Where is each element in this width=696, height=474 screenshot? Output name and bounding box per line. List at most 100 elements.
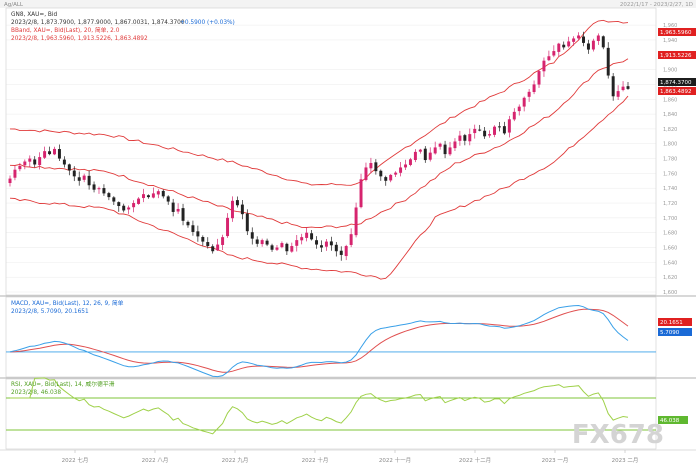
candle-body (280, 243, 284, 248)
candle-body (260, 240, 264, 245)
svg-text:46.038: 46.038 (660, 418, 680, 424)
svg-text:1,863.4892: 1,863.4892 (660, 89, 692, 95)
svg-text:1,963.5960: 1,963.5960 (660, 30, 692, 36)
candle-body (394, 172, 398, 175)
candle-body (572, 38, 576, 42)
bollinger-bands (9, 19, 629, 280)
price-axis-label: 1,940 (663, 38, 677, 44)
candle-body (270, 245, 274, 250)
candle-body (527, 91, 531, 97)
candle-body (53, 148, 56, 155)
main-panel-frame (5, 7, 657, 296)
time-axis: 2022 七月 2022 八月 2022 九月 2022 十月 2022 十一月 2022… (62, 450, 638, 464)
candle-body (537, 71, 541, 85)
macd-signal-line (9, 308, 629, 373)
price-axis-label: 1,600 (663, 290, 677, 296)
candle-body (92, 184, 96, 190)
candle-body (349, 234, 353, 245)
candle-body (354, 207, 358, 236)
price-axis-label: 1,700 (663, 216, 677, 222)
candle-body (28, 158, 32, 162)
candle-body (473, 128, 477, 134)
tag-bb-lower: 1,863.4892 (658, 87, 696, 95)
candle-body (142, 194, 145, 199)
time-axis-label: 2022 八月 (142, 457, 169, 464)
candle-body (532, 84, 536, 93)
candle-body (601, 36, 605, 48)
candle-body (547, 56, 551, 61)
candle-body (497, 126, 501, 128)
candle-body (166, 196, 170, 202)
candle-body (216, 244, 220, 251)
candle-body (517, 106, 521, 112)
rsi-panel-frame (5, 378, 657, 450)
price-axis-label: 1,960 (663, 23, 677, 29)
price-axis-label: 1,780 (663, 157, 677, 163)
candle-body (226, 217, 230, 237)
candle-body (557, 43, 561, 52)
candle-body (562, 44, 566, 48)
price-axis-label: 1,740 (663, 186, 677, 192)
candle-body (112, 197, 116, 202)
macd-lines (6, 304, 656, 378)
candle-body (300, 237, 304, 241)
price-axis-label: 1,720 (663, 201, 677, 207)
candle-body (77, 177, 81, 181)
candle-body (399, 167, 403, 173)
candle-body (57, 149, 61, 159)
candle-body (319, 245, 323, 248)
candle-body (433, 147, 437, 154)
bband-values: 2023/2/8, 1,963.5960, 1,913.5226, 1,863.… (11, 36, 148, 42)
macd-panel-frame (5, 296, 657, 378)
candle-body (329, 241, 333, 246)
candle-body (191, 225, 195, 232)
candle-body (315, 240, 319, 245)
candle-body (107, 193, 111, 198)
price-axis-label: 1,900 (663, 68, 677, 74)
tag-macd: 5.7090 (658, 328, 692, 336)
price-axis-label: 1,760 (663, 171, 677, 177)
ohlc-text: 2023/2/8, 1,873.7900, 1,877.9000, 1,867.… (11, 20, 185, 26)
candle-body (626, 86, 630, 89)
candle-body (542, 60, 546, 72)
price-axis-label: 1,860 (663, 97, 677, 103)
candlesticks (8, 31, 630, 261)
candle-body (379, 170, 383, 177)
candle-body (151, 193, 155, 198)
candle-body (413, 151, 417, 161)
candle-body (8, 178, 12, 184)
candle-body (389, 174, 393, 181)
candle-body (438, 143, 442, 147)
candle-body (408, 159, 412, 165)
candle-body (171, 202, 175, 212)
candle-body (122, 205, 126, 211)
candle-body (423, 148, 427, 161)
candle-body (606, 47, 610, 76)
tag-bb-upper: 1,963.5960 (658, 28, 696, 36)
price-axis-label: 1,820 (663, 127, 677, 133)
candle-body (591, 40, 595, 50)
rsi-header: RSI, XAU=, Bid(Last), 14, 威尔德平滑 (11, 380, 115, 388)
time-axis-label: 2023 一月 (542, 457, 569, 464)
candle-body (493, 126, 496, 135)
candle-body (102, 188, 106, 194)
svg-text:20.1651: 20.1651 (660, 320, 683, 326)
candle-body (369, 163, 373, 169)
rsi-values: 2023/2/8, 46.038 (11, 390, 61, 396)
candle-body (290, 246, 294, 252)
price-axis-label: 1,800 (663, 142, 677, 148)
candle-body (507, 119, 511, 133)
candle-body (230, 200, 234, 219)
bb-middle-line (9, 58, 629, 229)
rsi-lines (6, 377, 656, 435)
time-axis-label: 2022 九月 (222, 456, 249, 464)
candle-body (305, 232, 309, 238)
candle-body (295, 240, 299, 246)
candle-body (552, 51, 556, 56)
tag-last-price: 1,874.3700 (658, 78, 696, 86)
candle-body (334, 244, 338, 252)
candle-body (13, 169, 17, 178)
candle-body (137, 198, 141, 204)
toolbar-left-text: Ag/ALL (4, 2, 24, 8)
